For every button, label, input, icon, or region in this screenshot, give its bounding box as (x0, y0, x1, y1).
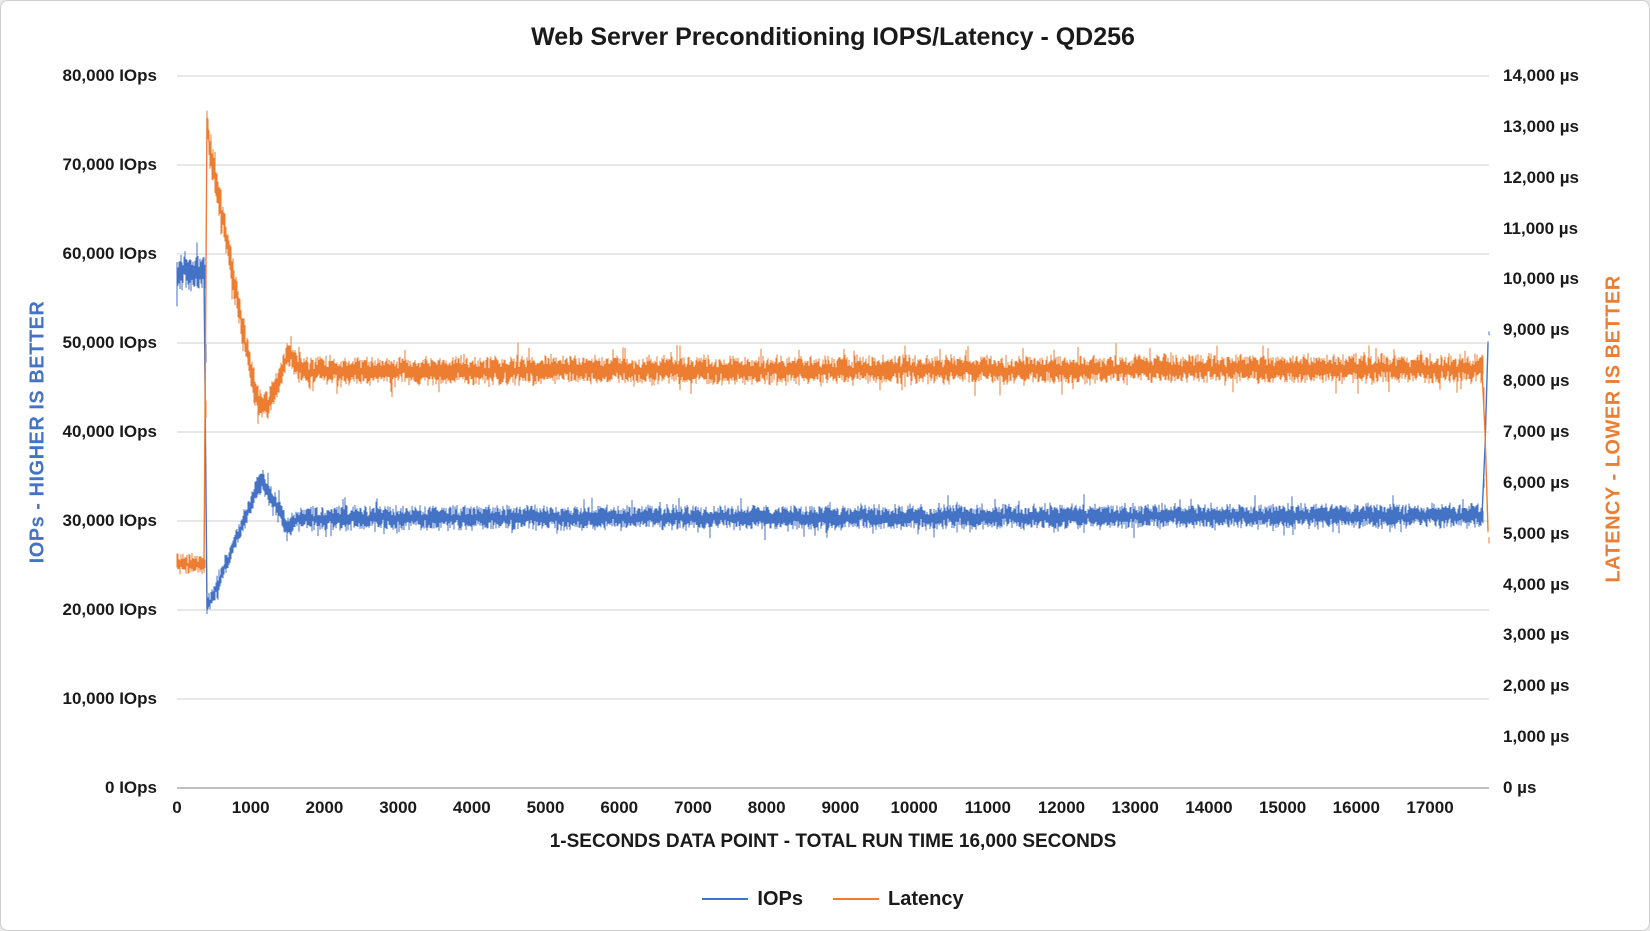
legend: IOPs Latency (177, 884, 1489, 914)
y-right-tick-label: 9,000 µs (1503, 320, 1570, 340)
legend-label-iops: IOPs (757, 887, 803, 910)
y-left-tick-label: 50,000 IOps (62, 333, 157, 352)
x-tick-label: 6000 (600, 798, 639, 817)
y-right-tick-label: 13,000 µs (1503, 116, 1579, 136)
legend-item-latency: Latency (832, 887, 964, 911)
y-left-tick-label: 80,000 IOps (62, 66, 157, 85)
x-tick-label: 3000 (379, 798, 418, 817)
y-right-tick-label: 5,000 µs (1503, 523, 1570, 543)
y-left-tick-label: 0 IOps (105, 778, 157, 797)
y-right-tick-label: 2,000 µs (1503, 676, 1570, 696)
x-tick-label: 5000 (526, 798, 565, 817)
y-right-tick-label: 3,000 µs (1503, 625, 1570, 645)
y-right-tick-label: 11,000 µs (1503, 218, 1579, 238)
iops-line-swatch (702, 898, 749, 900)
x-tick-label: 11000 (964, 798, 1011, 817)
x-tick-label: 13000 (1111, 798, 1159, 817)
x-tick-label: 7000 (674, 798, 712, 817)
y-right-tick-label: 1,000 µs (1503, 727, 1570, 747)
x-tick-label: 12000 (1037, 798, 1086, 817)
y-right-tick-label: 10,000 µs (1503, 269, 1579, 289)
legend-item-iops: IOPs (702, 888, 803, 911)
y-left-tick-label: 20,000 IOps (62, 600, 157, 619)
y-left-tick-label: 60,000 IOps (62, 244, 157, 263)
x-axis-title: 1-SECONDS DATA POINT - TOTAL RUN TIME 16… (549, 831, 1117, 852)
latency-series-centerline (176, 117, 1489, 568)
y-right-tick-label: 12,000 µs (1503, 167, 1579, 187)
y-left-tick-label: 10,000 IOps (62, 689, 157, 708)
latency-line-swatch (832, 898, 879, 900)
x-tick-label: 15000 (1258, 798, 1307, 817)
x-tick-label: 8000 (747, 798, 786, 817)
x-tick-label: 14000 (1185, 798, 1233, 817)
y-right-tick-label: 14,000 µs (1503, 66, 1579, 85)
y-left-tick-label: 40,000 IOps (62, 422, 157, 441)
y-right-tick-label: 8,000 µs (1503, 371, 1570, 391)
x-tick-label: 9000 (821, 798, 860, 817)
x-tick-label: 1000 (231, 798, 270, 817)
x-tick-label: 2000 (305, 798, 344, 817)
y-right-tick-label: 0 µs (1503, 778, 1537, 797)
y-right-tick-label: 7,000 µs (1503, 422, 1570, 441)
x-tick-label: 17000 (1406, 798, 1454, 817)
iops-series-centerline (176, 268, 1489, 610)
x-tick-label: 10000 (890, 798, 938, 817)
x-tick-label: 16000 (1332, 798, 1380, 817)
legend-label-latency: Latency (887, 887, 964, 910)
y-right-tick-label: 6,000 µs (1503, 472, 1570, 492)
y-left-tick-label: 70,000 IOps (62, 155, 157, 174)
iops-series-line (176, 242, 1490, 614)
x-tick-label: 4000 (452, 798, 491, 817)
y-left-tick-label: 30,000 IOps (62, 511, 157, 530)
y-right-tick-label: 4,000 µs (1503, 574, 1570, 594)
chart-title: Web Server Preconditioning IOPS/Latency … (531, 23, 1135, 51)
x-tick-label: 0 (172, 798, 182, 817)
